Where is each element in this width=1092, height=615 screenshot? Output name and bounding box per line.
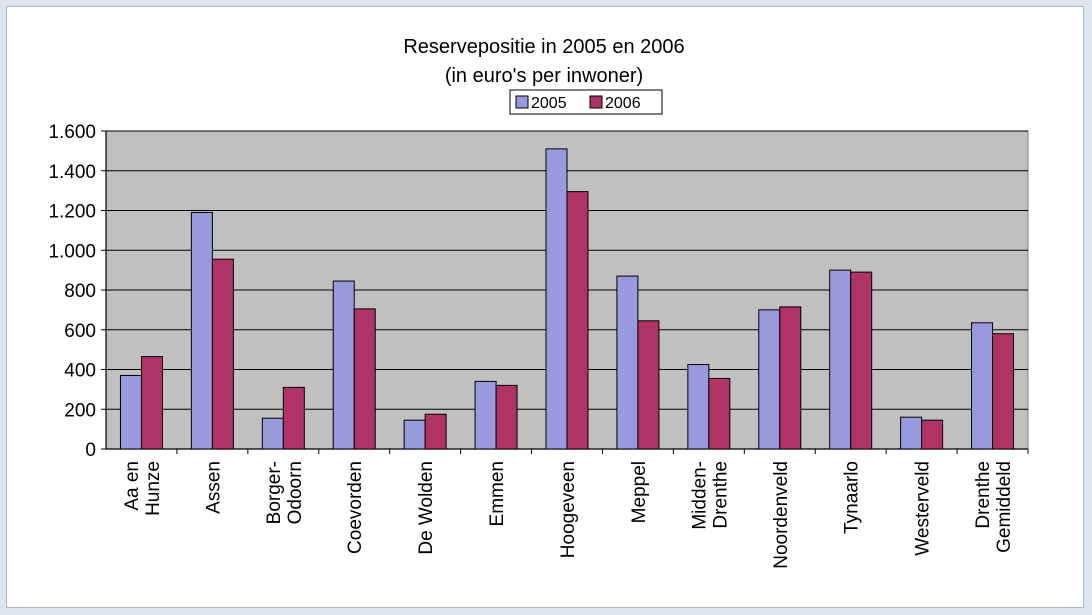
plot-area: 0 200 400 600 800 1.000 1.200 1.400 1.600 Aa en Hu… bbox=[48, 122, 1029, 569]
bar-2005 bbox=[119, 374, 142, 450]
category-label-line: De Wolden bbox=[416, 461, 437, 555]
bar-2006 bbox=[850, 271, 873, 450]
category-label-line: Drenthe bbox=[710, 461, 731, 529]
bar-2006 bbox=[921, 419, 944, 450]
category-label-line: Drenthe bbox=[973, 461, 994, 529]
bar-2005 bbox=[829, 269, 852, 450]
x-tick-label: Aa en Hunze bbox=[122, 461, 164, 516]
x-tick-label: Noordenveld bbox=[771, 461, 792, 569]
category-label-line: Noordenveld bbox=[771, 461, 792, 569]
category-label-line: Hunze bbox=[143, 461, 164, 516]
category-label-line: Gemiddeld bbox=[994, 461, 1015, 553]
legend-swatch-2006 bbox=[589, 95, 603, 109]
y-tick-label: 200 bbox=[64, 400, 96, 421]
category-label-line: Hoogeveen bbox=[558, 461, 579, 558]
x-tick-label: De Wolden bbox=[416, 461, 437, 555]
x-tick-label: Hoogeveen bbox=[558, 461, 579, 558]
bar-2005 bbox=[758, 309, 781, 450]
bar-2005 bbox=[261, 417, 284, 450]
y-tick-label: 1.400 bbox=[48, 162, 96, 183]
x-tick-label: Tynaarlo bbox=[842, 461, 863, 534]
y-tick-label: 800 bbox=[64, 281, 96, 302]
bar-2006 bbox=[140, 356, 163, 450]
category-label-line: Emmen bbox=[487, 461, 508, 526]
bar-2005 bbox=[545, 148, 568, 450]
bar-2005 bbox=[474, 380, 497, 450]
category-label-line: Tynaarlo bbox=[842, 461, 863, 534]
bar-2005 bbox=[687, 364, 710, 450]
bar-2006 bbox=[708, 377, 731, 450]
x-tick-label: Borger- Odoorn bbox=[264, 461, 306, 524]
legend: 2005 2006 bbox=[509, 89, 663, 115]
bar-2006 bbox=[637, 320, 660, 450]
bar-2005 bbox=[190, 211, 213, 450]
category-label-line: Assen bbox=[203, 461, 224, 514]
legend-swatch-2005 bbox=[515, 95, 529, 109]
category-label-line: Aa en bbox=[122, 461, 143, 511]
category-label-line: Odoorn bbox=[285, 461, 306, 524]
chart-title: Reservepositie in 2005 en 2006 bbox=[403, 36, 684, 58]
x-tick-label: Midden- Drenthe bbox=[689, 461, 731, 530]
bar-2006 bbox=[282, 386, 305, 450]
category-label-line: Coevorden bbox=[345, 461, 366, 554]
x-tick-label: Westerveld bbox=[913, 461, 934, 556]
x-tick-label: Coevorden bbox=[345, 461, 366, 554]
x-tick-label: Drenthe Gemiddeld bbox=[973, 461, 1015, 553]
y-tick-label: 1.200 bbox=[48, 202, 96, 223]
bar-2006 bbox=[424, 413, 447, 450]
category-label-line: Midden- bbox=[689, 461, 710, 530]
bar-2005 bbox=[971, 322, 994, 450]
bar-2006 bbox=[495, 384, 518, 450]
y-tick-label: 600 bbox=[64, 321, 96, 342]
category-label-line: Westerveld bbox=[913, 461, 934, 556]
bar-2006 bbox=[353, 308, 376, 450]
y-tick-label: 400 bbox=[64, 361, 96, 382]
y-tick-label: 0 bbox=[85, 440, 96, 461]
legend-label-2005: 2005 bbox=[531, 95, 567, 112]
bar-2006 bbox=[566, 191, 589, 450]
legend-box bbox=[509, 89, 663, 115]
x-tick-label: Meppel bbox=[629, 461, 650, 523]
bar-2005 bbox=[332, 280, 355, 450]
category-label-line: Borger- bbox=[264, 461, 285, 524]
y-tick-label: 1.000 bbox=[48, 241, 96, 262]
bar-2005 bbox=[403, 419, 426, 450]
bar-2006 bbox=[992, 333, 1015, 450]
bar-2006 bbox=[211, 258, 234, 450]
bar-2005 bbox=[900, 416, 923, 450]
legend-label-2006: 2006 bbox=[605, 95, 641, 112]
bar-2006 bbox=[779, 306, 802, 450]
bar-2005 bbox=[616, 275, 639, 450]
y-tick-label: 1.600 bbox=[48, 122, 96, 143]
category-label-line: Meppel bbox=[629, 461, 650, 523]
chart-subtitle: (in euro's per inwoner) bbox=[445, 65, 643, 87]
x-tick-label: Emmen bbox=[487, 461, 508, 526]
x-tick-label: Assen bbox=[203, 461, 224, 514]
